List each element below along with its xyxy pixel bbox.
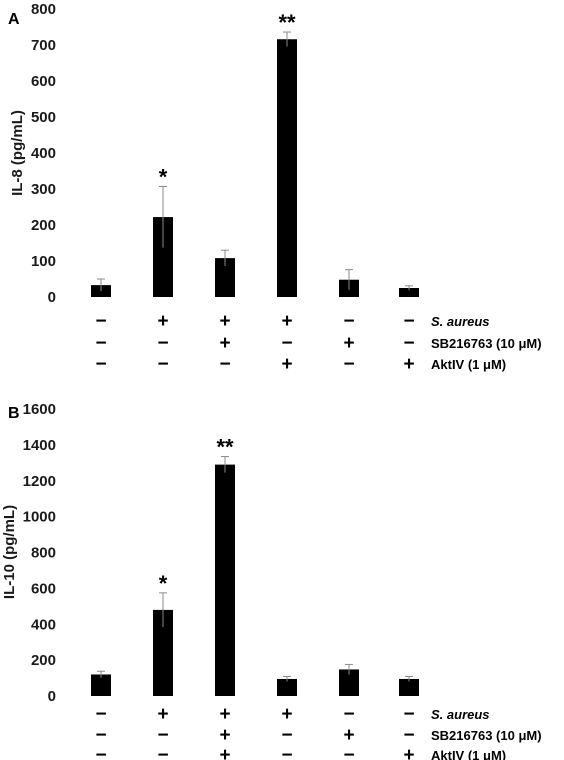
condition-sign: +: [219, 745, 230, 760]
condition-sign: −: [219, 354, 230, 375]
bar: [399, 678, 419, 696]
condition-sign: −: [281, 725, 292, 746]
panel-label: B: [8, 405, 20, 422]
condition-sign: −: [95, 704, 106, 725]
bar: [215, 258, 235, 297]
bar: [215, 464, 235, 696]
condition-sign: −: [343, 745, 354, 760]
condition-sign: −: [403, 311, 414, 332]
condition-sign: −: [281, 333, 292, 354]
bar: [277, 39, 297, 298]
condition-sign: −: [343, 311, 354, 332]
condition-sign: +: [219, 333, 230, 354]
condition-sign: −: [95, 354, 106, 375]
y-axis-title: IL-10 (pg/mL): [1, 505, 18, 599]
y-tick-label: 1000: [23, 509, 56, 526]
significance-marker: **: [216, 435, 234, 460]
y-axis-title: IL-8 (pg/mL): [9, 110, 26, 196]
condition-sign: −: [95, 311, 106, 332]
y-tick-label: 400: [31, 616, 56, 633]
bar: [277, 678, 297, 696]
y-tick-label: 200: [31, 217, 56, 234]
y-tick-label: 200: [31, 652, 56, 669]
y-tick-label: 1600: [23, 401, 56, 418]
y-tick-label: 1200: [23, 473, 56, 490]
y-tick-label: 400: [31, 145, 56, 162]
y-tick-label: 800: [31, 545, 56, 562]
condition-sign: −: [343, 704, 354, 725]
condition-sign: +: [403, 745, 414, 760]
condition-sign: −: [281, 745, 292, 760]
condition-sign: +: [157, 704, 168, 725]
condition-sign: −: [157, 725, 168, 746]
y-tick-label: 700: [31, 37, 56, 54]
condition-sign: +: [157, 311, 168, 332]
condition-sign: −: [157, 354, 168, 375]
condition-sign: −: [403, 333, 414, 354]
bar: [399, 288, 419, 297]
bar: [91, 674, 111, 696]
condition-sign: +: [281, 354, 292, 375]
condition-sign: −: [403, 725, 414, 746]
condition-sign: −: [95, 725, 106, 746]
condition-sign: +: [219, 704, 230, 725]
condition-label: SB216763 (10 μM): [431, 336, 542, 351]
y-tick-label: 0: [48, 688, 56, 705]
significance-marker: *: [159, 571, 168, 596]
condition-label: S. aureus: [431, 707, 490, 722]
significance-marker: **: [278, 10, 296, 35]
y-tick-label: 600: [31, 73, 56, 90]
condition-sign: +: [343, 725, 354, 746]
condition-sign: +: [403, 354, 414, 375]
condition-sign: +: [343, 333, 354, 354]
condition-sign: −: [403, 704, 414, 725]
condition-sign: +: [281, 311, 292, 332]
condition-sign: −: [157, 333, 168, 354]
panel-label: A: [8, 11, 20, 28]
y-tick-label: 600: [31, 580, 56, 597]
condition-label: SB216763 (10 μM): [431, 728, 542, 743]
condition-sign: −: [157, 745, 168, 760]
condition-sign: +: [219, 311, 230, 332]
y-tick-label: 100: [31, 253, 56, 270]
bar: [153, 609, 173, 696]
condition-sign: +: [219, 725, 230, 746]
y-tick-label: 500: [31, 109, 56, 126]
y-tick-label: 0: [48, 289, 56, 306]
condition-label: AktIV (1 μM): [431, 748, 506, 760]
bar: [153, 217, 173, 297]
y-tick-label: 1400: [23, 437, 56, 454]
condition-sign: −: [343, 354, 354, 375]
y-tick-label: 300: [31, 181, 56, 198]
chart-panel-b: B IL-10 (pg/mL) 0 200 400 600 800 1000 1200 1400 1…: [1, 401, 542, 760]
condition-sign: −: [95, 333, 106, 354]
condition-label: S. aureus: [431, 314, 490, 329]
bar: [339, 669, 359, 696]
condition-sign: −: [95, 745, 106, 760]
condition-label: AktIV (1 μM): [431, 357, 506, 372]
chart-panel-a: AIL-8 (pg/mL)0100200300400500600700800**…: [8, 1, 542, 375]
condition-sign: +: [281, 704, 292, 725]
significance-marker: *: [159, 164, 168, 189]
y-tick-label: 800: [31, 1, 56, 18]
